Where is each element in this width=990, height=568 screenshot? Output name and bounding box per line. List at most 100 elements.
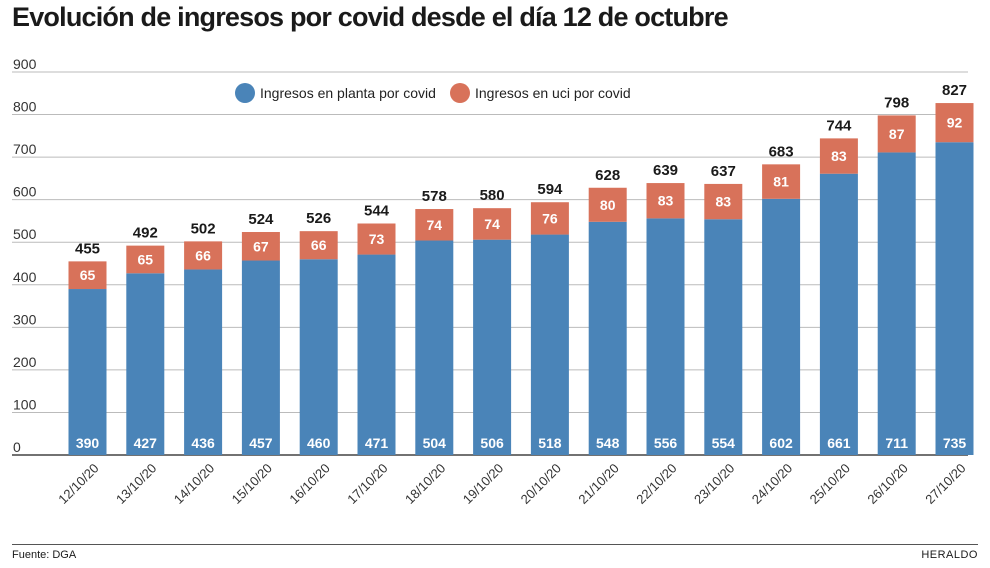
x-tick-label: 26/10/20 <box>864 461 910 507</box>
label-planta: 518 <box>538 435 562 451</box>
bar-uci <box>241 232 280 261</box>
label-planta: 436 <box>191 435 215 451</box>
bar-planta <box>588 221 627 455</box>
label-total: 637 <box>711 163 736 180</box>
bar-uci <box>184 241 223 270</box>
bar-uci <box>415 209 454 241</box>
label-planta: 504 <box>423 435 447 451</box>
x-tick-label: 24/10/20 <box>749 461 795 507</box>
bar-uci <box>68 261 107 290</box>
label-total: 594 <box>537 181 563 198</box>
y-tick-label: 100 <box>13 396 37 412</box>
y-tick-label: 900 <box>13 56 37 72</box>
x-tick-label: 17/10/20 <box>344 461 390 507</box>
x-tick-label: 21/10/20 <box>575 461 621 507</box>
legend-swatch <box>450 83 470 103</box>
y-tick-label: 0 <box>13 439 21 455</box>
label-uci: 83 <box>716 194 732 210</box>
bar-planta <box>762 198 801 455</box>
label-uci: 74 <box>484 216 500 232</box>
y-tick-label: 800 <box>13 99 37 115</box>
y-tick-label: 600 <box>13 184 37 200</box>
label-planta: 460 <box>307 435 331 451</box>
label-uci: 76 <box>542 210 558 226</box>
bar-planta <box>184 269 223 455</box>
bar-uci <box>762 164 801 199</box>
x-tick-label: 22/10/20 <box>633 461 679 507</box>
label-uci: 81 <box>773 174 789 190</box>
bar-uci <box>473 208 512 240</box>
y-tick-label: 700 <box>13 141 37 157</box>
bar-planta <box>819 173 858 456</box>
label-planta: 735 <box>943 435 967 451</box>
bar-uci <box>935 103 974 143</box>
brand-name: HERALDO <box>921 549 978 561</box>
label-uci: 80 <box>600 197 616 213</box>
bar-planta <box>241 260 280 455</box>
legend-label: Ingresos en uci por covid <box>475 85 631 101</box>
label-planta: 548 <box>596 435 620 451</box>
bar-uci <box>299 231 338 260</box>
legend-label: Ingresos en planta por covid <box>260 85 436 101</box>
label-planta: 390 <box>76 435 100 451</box>
x-tick-label: 19/10/20 <box>460 461 506 507</box>
label-uci: 66 <box>311 237 327 253</box>
bar-uci <box>588 187 627 222</box>
label-planta: 457 <box>249 435 273 451</box>
label-total: 683 <box>769 143 794 160</box>
bar-planta <box>877 152 916 455</box>
x-tick-label: 14/10/20 <box>171 461 217 507</box>
bar-uci <box>530 202 569 235</box>
bar-uci <box>357 223 396 255</box>
bar-planta <box>126 273 165 455</box>
label-total: 492 <box>133 225 158 242</box>
label-uci: 83 <box>831 148 847 164</box>
label-total: 580 <box>480 187 505 204</box>
label-uci: 67 <box>253 238 269 254</box>
bar-uci <box>819 138 858 174</box>
label-planta: 602 <box>769 435 793 451</box>
label-uci: 74 <box>427 217 443 233</box>
label-planta: 556 <box>654 435 678 451</box>
label-total: 544 <box>364 202 390 219</box>
y-tick-label: 200 <box>13 354 37 370</box>
label-uci: 92 <box>947 115 963 131</box>
label-total: 639 <box>653 162 678 179</box>
bar-planta <box>530 234 569 455</box>
stacked-bar-chart: 0 100 200 300 400 500 600 700 800 900 390 65 455 12/1… <box>12 56 974 507</box>
footer: Fuente: DGA HERALDO <box>12 544 978 561</box>
bar-uci <box>877 115 916 153</box>
label-uci: 73 <box>369 231 385 247</box>
label-uci: 65 <box>138 251 154 267</box>
label-total: 827 <box>942 82 967 99</box>
x-tick-label: 16/10/20 <box>286 461 332 507</box>
bar-planta <box>646 218 685 455</box>
bar-planta <box>299 259 338 455</box>
bar-planta <box>473 239 512 455</box>
label-planta: 711 <box>885 435 908 451</box>
label-uci: 83 <box>658 193 674 209</box>
label-planta: 506 <box>480 435 504 451</box>
y-tick-label: 400 <box>13 269 37 285</box>
label-planta: 427 <box>134 435 158 451</box>
x-tick-label: 15/10/20 <box>229 461 275 507</box>
label-uci: 65 <box>80 267 96 283</box>
x-tick-label: 25/10/20 <box>807 461 853 507</box>
label-planta: 554 <box>712 435 736 451</box>
label-total: 798 <box>884 94 909 111</box>
x-tick-label: 18/10/20 <box>402 461 448 507</box>
label-planta: 661 <box>827 435 851 451</box>
label-uci: 87 <box>889 126 905 142</box>
x-tick-label: 27/10/20 <box>922 461 968 507</box>
label-total: 744 <box>826 117 852 134</box>
bar-planta <box>68 289 107 455</box>
legend-swatch <box>235 83 255 103</box>
label-total: 502 <box>191 220 216 237</box>
bar-uci <box>704 183 743 220</box>
label-total: 524 <box>248 211 274 228</box>
x-tick-label: 12/10/20 <box>55 461 101 507</box>
label-total: 578 <box>422 188 447 205</box>
x-tick-label: 23/10/20 <box>691 461 737 507</box>
bar-planta <box>935 142 974 455</box>
label-total: 455 <box>75 240 100 257</box>
